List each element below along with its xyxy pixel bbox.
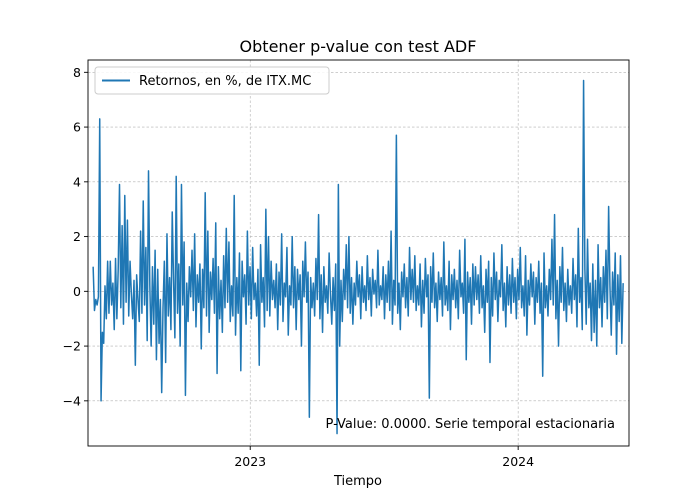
plot-frame <box>87 59 630 447</box>
x-tick-label: 2023 <box>234 454 266 469</box>
y-tick-label: 8 <box>73 65 81 80</box>
legend-box <box>94 66 330 95</box>
annotation-text: P-Value: 0.0000. Serie temporal estacion… <box>326 417 615 432</box>
ticks-layer: −4 −2 0 2 4 6 8 2023 2024 <box>63 65 535 469</box>
legend-label: Retornos, en %, de ITX.MC <box>139 74 311 89</box>
series-layer <box>92 79 624 435</box>
x-tick-label: 2024 <box>502 454 534 469</box>
y-tick-label: 2 <box>73 229 81 244</box>
y-tick-label: −4 <box>63 393 81 408</box>
y-tick-label: 6 <box>73 120 81 135</box>
legend: Retornos, en %, de ITX.MC <box>94 66 330 95</box>
y-tick-label: −2 <box>63 339 81 354</box>
y-tick-label: 4 <box>73 174 81 189</box>
y-tick-label: 0 <box>73 284 81 299</box>
x-axis-label: Tiempo <box>333 474 382 489</box>
series-line <box>92 79 624 435</box>
chart-title: Obtener p-value con test ADF <box>240 37 477 56</box>
